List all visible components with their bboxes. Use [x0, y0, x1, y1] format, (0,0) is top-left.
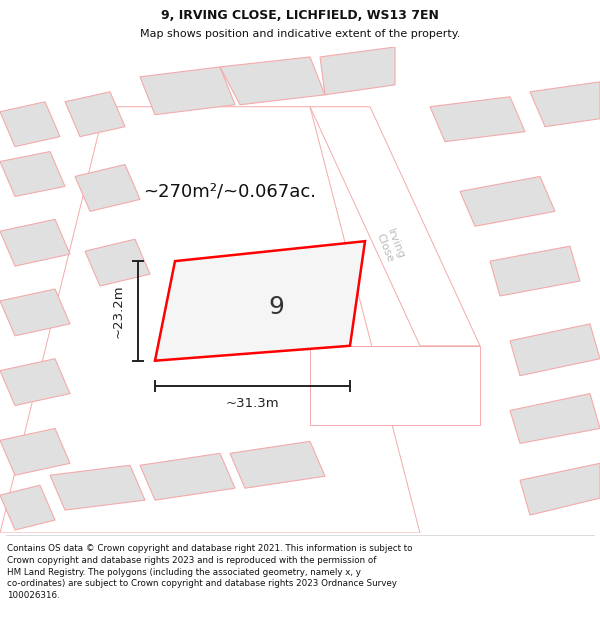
Text: Irving
Close: Irving Close [374, 228, 406, 265]
Polygon shape [0, 359, 70, 406]
Polygon shape [140, 453, 235, 500]
Polygon shape [85, 239, 150, 286]
Text: ~23.2m: ~23.2m [112, 284, 125, 338]
Polygon shape [0, 289, 70, 336]
Polygon shape [0, 219, 70, 266]
Polygon shape [510, 394, 600, 443]
Polygon shape [310, 107, 480, 346]
Polygon shape [155, 241, 365, 361]
Polygon shape [0, 428, 70, 475]
Polygon shape [0, 485, 55, 530]
Polygon shape [50, 465, 145, 510]
Text: 9, IRVING CLOSE, LICHFIELD, WS13 7EN: 9, IRVING CLOSE, LICHFIELD, WS13 7EN [161, 9, 439, 22]
Polygon shape [460, 176, 555, 226]
Polygon shape [490, 246, 580, 296]
Polygon shape [530, 82, 600, 127]
Polygon shape [0, 102, 60, 147]
Text: 9: 9 [268, 295, 284, 319]
Polygon shape [430, 97, 525, 142]
Text: Contains OS data © Crown copyright and database right 2021. This information is : Contains OS data © Crown copyright and d… [7, 544, 413, 600]
Polygon shape [310, 346, 480, 426]
Polygon shape [0, 107, 420, 533]
Polygon shape [510, 324, 600, 376]
Polygon shape [220, 57, 325, 105]
Text: ~270m²/~0.067ac.: ~270m²/~0.067ac. [143, 182, 317, 201]
Polygon shape [0, 152, 65, 196]
Text: ~31.3m: ~31.3m [226, 397, 280, 410]
Polygon shape [140, 67, 235, 115]
Polygon shape [230, 441, 325, 488]
Text: Map shows position and indicative extent of the property.: Map shows position and indicative extent… [140, 29, 460, 39]
Polygon shape [520, 463, 600, 515]
Polygon shape [320, 47, 395, 95]
Polygon shape [65, 92, 125, 137]
Polygon shape [75, 164, 140, 211]
